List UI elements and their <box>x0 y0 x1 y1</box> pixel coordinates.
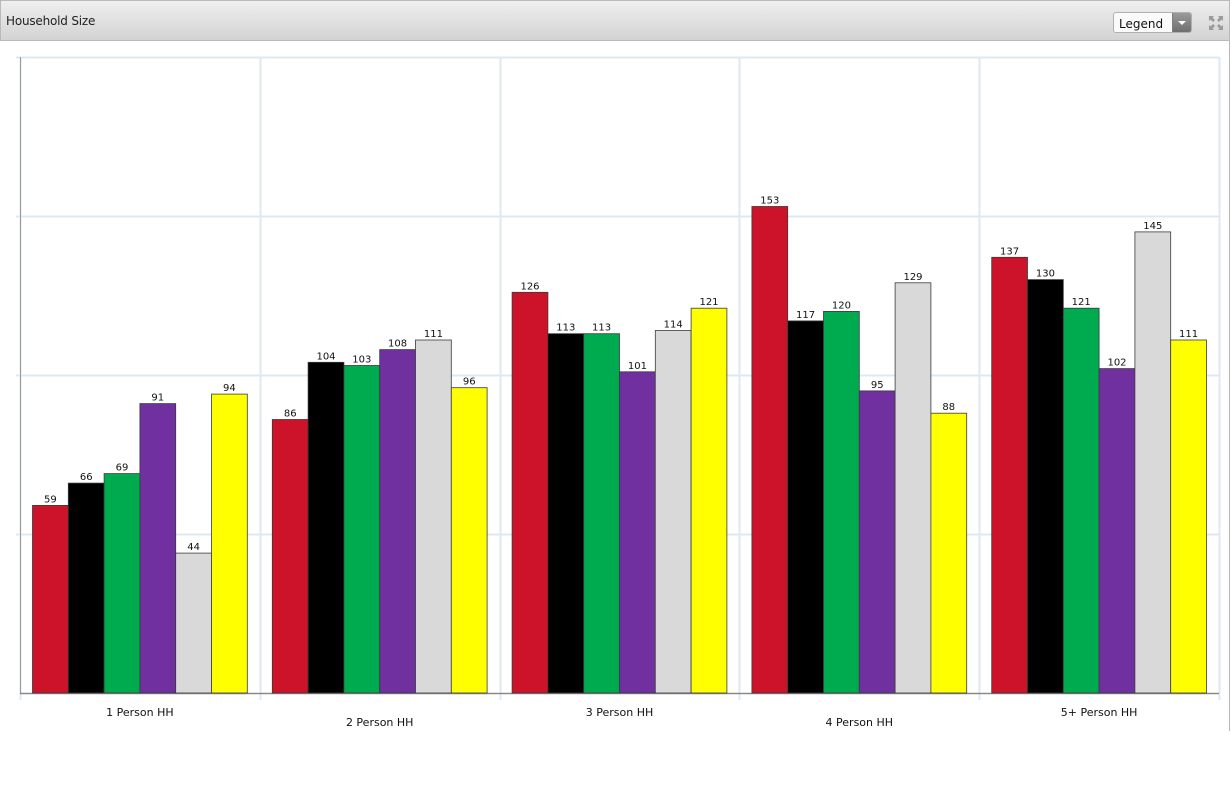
bar <box>690 307 728 694</box>
bar <box>991 256 1028 694</box>
data-label: 91 <box>151 393 164 404</box>
data-label: 101 <box>628 361 647 372</box>
x-tick-label: 1 Person HH <box>106 706 174 719</box>
bar <box>619 371 656 694</box>
bar <box>654 330 692 694</box>
bar <box>450 387 488 694</box>
data-label: 111 <box>424 329 443 340</box>
bar <box>415 339 452 694</box>
data-label: 94 <box>223 383 236 394</box>
data-label: 108 <box>388 339 407 350</box>
data-label: 153 <box>760 196 779 207</box>
panel-title: Household Size <box>6 14 96 28</box>
data-label: 59 <box>44 494 57 505</box>
bar <box>894 282 932 694</box>
data-label: 86 <box>284 409 297 420</box>
x-tick-label: 2 Person HH <box>346 716 414 729</box>
bar <box>379 349 416 694</box>
panel-header: Household Size Legend <box>0 0 1230 41</box>
data-label: 121 <box>1072 297 1091 308</box>
data-label: 114 <box>664 320 683 331</box>
bar <box>271 419 309 694</box>
data-label: 145 <box>1143 221 1162 232</box>
data-label: 88 <box>942 402 955 413</box>
bar <box>858 390 896 694</box>
bar <box>823 310 860 694</box>
bar <box>343 365 381 694</box>
bar <box>211 393 248 694</box>
data-label: 69 <box>116 463 129 474</box>
x-tick-label: 5+ Person HH <box>1061 706 1138 719</box>
data-label: 120 <box>832 300 851 311</box>
x-tick-label: 3 Person HH <box>586 706 654 719</box>
bar <box>1062 307 1100 694</box>
legend-dropdown-label: Legend <box>1119 17 1164 31</box>
bar <box>1027 279 1064 694</box>
bar <box>103 473 141 694</box>
bar-chart: 59 86 126 153 137 66 104 113 117 130 69 103 113 120 12… <box>16 56 1221 729</box>
bar <box>67 482 105 694</box>
data-label: 66 <box>80 472 93 483</box>
legend-dropdown[interactable]: Legend <box>1113 12 1192 33</box>
bar <box>175 552 212 694</box>
bar <box>930 412 968 694</box>
bar <box>511 291 549 694</box>
expand-arrows-icon[interactable] <box>1208 15 1224 31</box>
bar <box>1170 339 1207 694</box>
bar <box>751 206 789 694</box>
bar <box>583 333 620 694</box>
data-label: 121 <box>699 297 718 308</box>
data-label: 103 <box>352 355 371 366</box>
chart-area: 59 86 126 153 137 66 104 113 117 130 69 103 113 120 12… <box>0 41 1232 800</box>
data-label: 117 <box>796 310 815 321</box>
data-label: 104 <box>316 351 335 362</box>
bar <box>32 504 69 694</box>
bar <box>139 403 177 694</box>
data-label: 113 <box>556 323 575 334</box>
x-tick-label: 4 Person HH <box>826 716 894 729</box>
data-label: 137 <box>1000 246 1019 257</box>
data-label: 130 <box>1036 269 1055 280</box>
data-label: 111 <box>1179 329 1198 340</box>
data-label: 96 <box>463 377 476 388</box>
data-label: 95 <box>871 380 884 391</box>
bar <box>307 361 345 694</box>
bar <box>787 320 824 694</box>
data-label: 113 <box>592 323 611 334</box>
chevron-down-icon[interactable] <box>1172 13 1191 32</box>
panel-right-border <box>1229 41 1230 731</box>
bar <box>1134 231 1172 694</box>
data-label: 126 <box>520 281 539 292</box>
data-label: 129 <box>903 272 922 283</box>
data-label: 102 <box>1107 358 1126 369</box>
bar <box>547 333 585 694</box>
data-label: 44 <box>187 542 200 553</box>
bar <box>1098 368 1136 694</box>
